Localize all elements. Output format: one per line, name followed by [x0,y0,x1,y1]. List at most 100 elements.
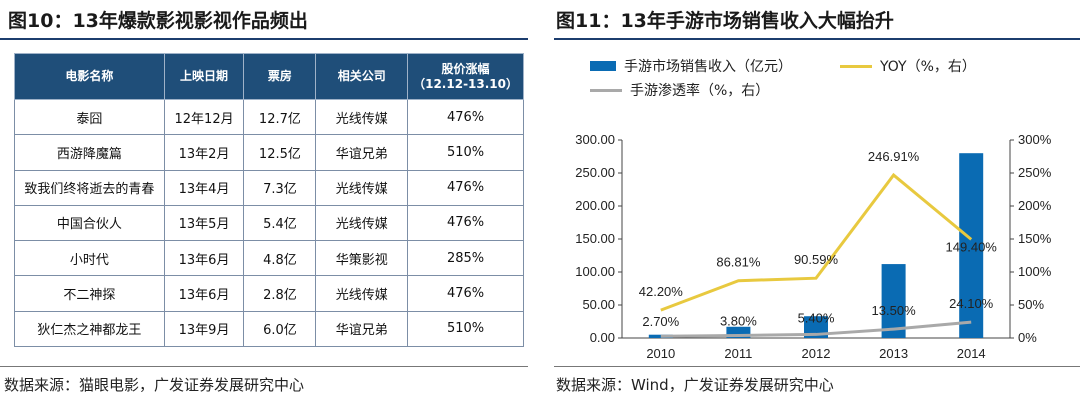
table-header-row: 电影名称 上映日期 票房 相关公司 股价涨幅 （12.12-13.10） [14,53,524,100]
header-stock-gain-period: （12.12-13.10） [413,76,519,91]
yoy-data-label: 42.20% [639,284,684,299]
legend-item-revenue: 手游市场销售收入（亿元） [590,56,792,76]
figure11-title: 图11：13年手游市场销售收入大幅抬升 [556,10,894,32]
cell-company: 光线传媒 [315,275,409,312]
revenue-bar [881,264,906,338]
y-tick-label-left: 100.00 [575,264,615,279]
header-stock-gain: 股价涨幅 （12.12-13.10） [407,53,524,100]
header-company: 相关公司 [315,53,409,100]
table-row: 致我们终将逝去的青春 13年4月 7.3亿 光线传媒 476% [14,169,524,206]
cell-stock-gain: 476% [407,169,524,206]
x-tick-label: 2012 [802,346,831,361]
cell-movie-name: 泰囧 [14,98,165,136]
cell-release-date: 13年6月 [163,275,245,312]
cell-box-office: 6.0亿 [243,310,317,348]
mobile-game-chart-panel: 0.00 50.00 100.00 150.00 200.00 250.00 300.00 0… [554,44,1080,362]
revenue-bar [959,153,984,338]
cell-company: 光线传媒 [315,169,409,206]
figure11-title-rule [554,38,1080,40]
movie-table: 电影名称 上映日期 票房 相关公司 股价涨幅 （12.12-13.10） 泰囧 1… [14,53,524,348]
cell-stock-gain: 476% [407,204,524,242]
yoy-data-label: 90.59% [794,252,839,267]
figure10-bottom-rule [0,366,528,367]
table-row: 狄仁杰之神都龙王 13年9月 6.0亿 华谊兄弟 510% [14,310,524,348]
figure10-title-rule [0,38,528,40]
y-tick-label-right: 200% [1018,198,1052,213]
y-tick-label-left: 300.00 [575,132,615,147]
table-row: 西游降魔篇 13年2月 12.5亿 华谊兄弟 510% [14,134,524,171]
table-row: 泰囧 12年12月 12.7亿 光线传媒 476% [14,98,524,136]
x-tick-label: 2010 [646,346,675,361]
y-tick-label-right: 100% [1018,264,1052,279]
legend-item-yoy: YOY（%，右） [840,56,976,76]
y-tick-label-right: 150% [1018,231,1052,246]
penetration-data-label: 5.40% [798,310,835,325]
y-tick-label-left: 0.00 [590,330,615,345]
x-tick-label: 2014 [957,346,986,361]
cell-release-date: 13年9月 [163,310,245,348]
cell-stock-gain: 476% [407,98,524,136]
cell-movie-name: 致我们终将逝去的青春 [14,169,165,206]
penetration-data-label: 24.10% [949,296,994,311]
legend-label-yoy: YOY（%，右） [880,59,976,75]
revenue-bar [648,334,673,338]
y-tick-label-left: 200.00 [575,198,615,213]
penetration-data-label: 2.70% [642,314,679,329]
yoy-data-label: 86.81% [716,255,761,270]
cell-company: 华谊兄弟 [315,310,409,348]
yoy-line [660,172,973,312]
cell-movie-name: 狄仁杰之神都龙王 [14,310,165,348]
cell-stock-gain: 510% [407,310,524,348]
y-tick-label-right: 0% [1018,330,1037,345]
table-row: 不二神探 13年6月 2.8亿 光线传媒 476% [14,275,524,312]
cell-movie-name: 中国合伙人 [14,204,165,242]
x-tick-label: 2011 [724,346,752,361]
legend-label-revenue: 手游市场销售收入（亿元） [624,59,792,75]
mobile-game-chart: 0.00 50.00 100.00 150.00 200.00 250.00 300.00 0… [575,132,1052,361]
cell-release-date: 13年6月 [163,240,245,277]
cell-stock-gain: 510% [407,134,524,171]
cell-company: 华策影视 [315,240,409,277]
header-stock-gain-label: 股价涨幅 [441,61,490,76]
cell-box-office: 12.7亿 [243,98,317,136]
figure11-bottom-rule [554,366,1080,367]
table-body: 泰囧 12年12月 12.7亿 光线传媒 476% 西游降魔篇 13年2月 12.5亿 华谊兄弟… [14,98,524,348]
y-tick-label-right: 50% [1018,297,1044,312]
y-tick-label-right: 250% [1018,165,1052,180]
cell-box-office: 4.8亿 [243,240,317,277]
legend-swatch-penetration [590,88,622,92]
figure11-source: 数据来源：Wind，广发证券发展研究中心 [556,376,834,394]
movie-table-panel: 电影名称 上映日期 票房 相关公司 股价涨幅 （12.12-13.10） 泰囧 1… [14,53,524,348]
legend-label-penetration: 手游渗透率（%，右） [630,83,770,99]
penetration-data-label: 3.80% [720,313,757,328]
cell-box-office: 5.4亿 [243,204,317,242]
legend-swatch-yoy [840,64,872,68]
header-release-date: 上映日期 [163,53,245,100]
cell-movie-name: 不二神探 [14,275,165,312]
yoy-data-label: 149.40% [946,239,998,254]
x-tick-label: 2013 [879,346,908,361]
cell-release-date: 13年4月 [163,169,245,206]
y-tick-label-left: 150.00 [575,231,615,246]
cell-box-office: 2.8亿 [243,275,317,312]
penetration-data-label: 13.50% [872,303,917,318]
cell-movie-name: 小时代 [14,240,165,277]
cell-company: 光线传媒 [315,98,409,136]
cell-movie-name: 西游降魔篇 [14,134,165,171]
table-row: 小时代 13年6月 4.8亿 华策影视 285% [14,240,524,277]
cell-stock-gain: 285% [407,240,524,277]
cell-box-office: 7.3亿 [243,169,317,206]
cell-release-date: 13年5月 [163,204,245,242]
legend-item-penetration: 手游渗透率（%，右） [590,80,769,100]
legend-swatch-revenue [590,61,616,71]
cell-box-office: 12.5亿 [243,134,317,171]
cell-release-date: 13年2月 [163,134,245,171]
header-movie-name: 电影名称 [14,53,165,100]
figure10-source: 数据来源：猫眼电影，广发证券发展研究中心 [4,376,305,394]
penetration-line [660,320,972,338]
cell-company: 华谊兄弟 [315,134,409,171]
y-tick-label-left: 50.00 [582,297,615,312]
figure10-title: 图10：13年爆款影视影视作品频出 [8,10,308,32]
header-box-office: 票房 [243,53,317,100]
revenue-bar [726,326,751,338]
